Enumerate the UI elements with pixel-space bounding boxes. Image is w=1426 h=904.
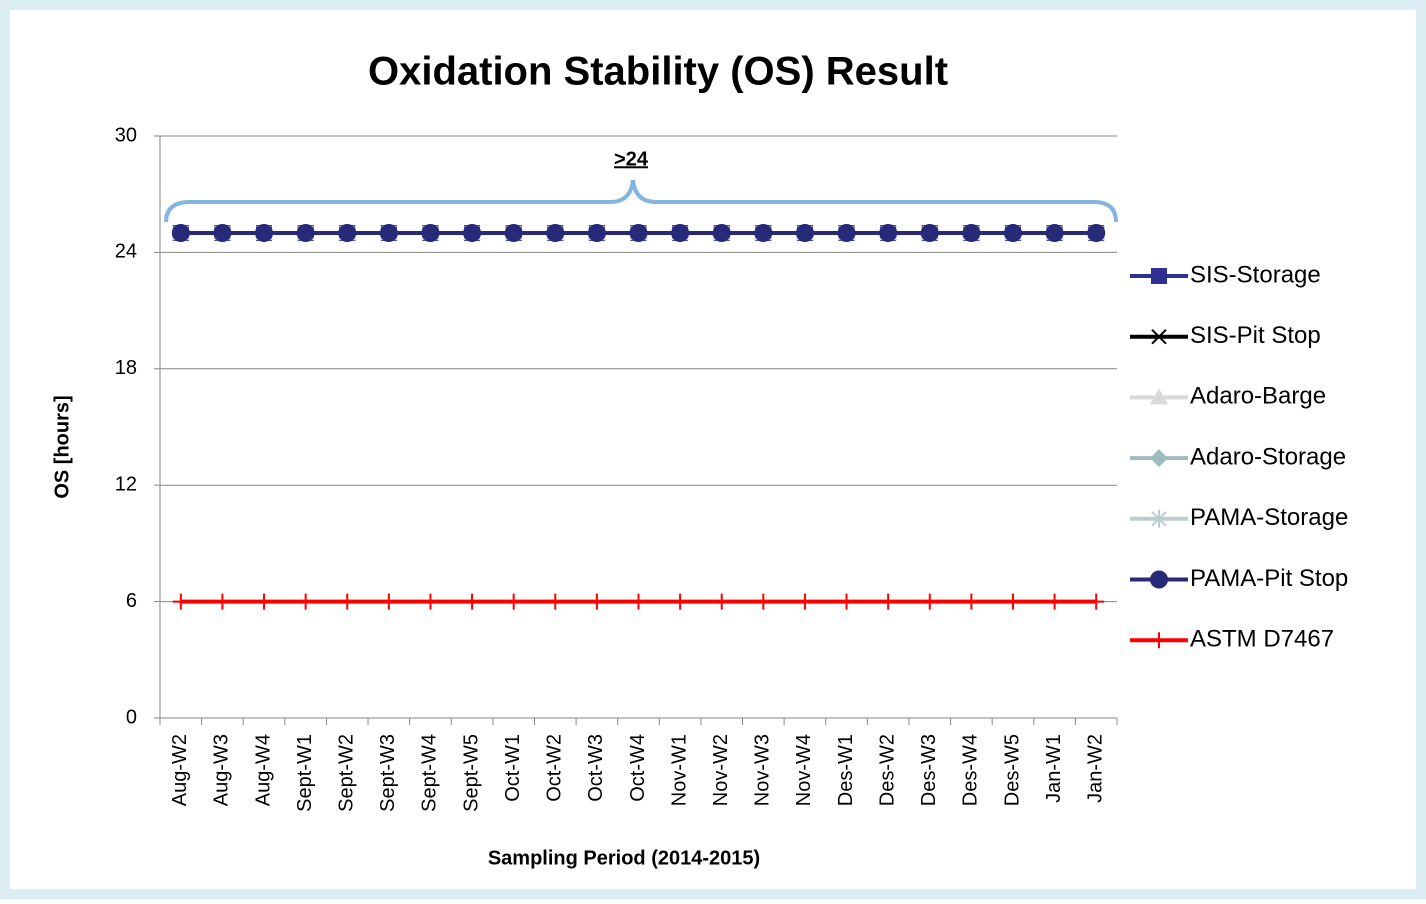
- data-point: [879, 224, 898, 242]
- x-tick-label: Oct-W1: [502, 734, 524, 802]
- data-point: [1088, 593, 1105, 610]
- data-point: [1046, 593, 1063, 610]
- data-point: [754, 224, 773, 242]
- legend-label: SIS-Storage: [1190, 261, 1321, 288]
- x-tick-label: Nov-W3: [752, 734, 774, 806]
- data-point: [172, 593, 189, 610]
- legend-label: SIS-Pit Stop: [1190, 322, 1321, 349]
- data-point: [546, 224, 565, 242]
- data-point: [339, 593, 356, 610]
- legend-marker: [1151, 268, 1167, 284]
- data-point: [671, 224, 690, 242]
- data-point: [795, 224, 814, 242]
- data-point: [755, 593, 772, 610]
- data-point: [1087, 224, 1106, 242]
- legend-marker: [1151, 509, 1167, 528]
- x-tick-label: Jan-W2: [1084, 734, 1106, 803]
- brace: [164, 179, 1118, 223]
- data-point: [213, 224, 232, 242]
- y-tick-label: 0: [126, 706, 137, 728]
- x-tick-label: Sept-W1: [294, 734, 316, 812]
- data-point: [256, 593, 273, 610]
- legend-marker: [1151, 632, 1167, 649]
- data-point: [296, 224, 315, 242]
- data-point: [672, 593, 689, 610]
- x-tick-label: Des-W1: [835, 734, 857, 806]
- x-tick-label: Aug-W2: [169, 734, 191, 806]
- y-tick-label: 18: [115, 357, 137, 379]
- data-point: [713, 593, 730, 610]
- legend-marker: [1150, 388, 1168, 405]
- x-tick-label: Sept-W5: [460, 734, 482, 812]
- data-point: [920, 224, 939, 242]
- x-tick-label: Oct-W2: [544, 734, 566, 802]
- x-tick-label: Nov-W2: [710, 734, 732, 806]
- data-point: [380, 593, 397, 610]
- data-point: [504, 224, 523, 242]
- legend-label: PAMA-Storage: [1190, 504, 1348, 531]
- x-tick-label: Des-W5: [1001, 734, 1023, 806]
- x-tick-label: Nov-W1: [668, 734, 690, 806]
- data-point: [214, 593, 231, 610]
- y-tick-label: 12: [115, 473, 137, 495]
- y-axis-label: OS [hours]: [51, 395, 73, 498]
- legend-marker: [1150, 570, 1168, 589]
- data-point: [837, 224, 856, 242]
- data-point: [880, 593, 897, 610]
- data-point: [464, 593, 481, 610]
- data-point: [379, 224, 398, 242]
- x-tick-label: Sept-W4: [419, 734, 441, 812]
- data-point: [921, 593, 938, 610]
- data-point: [1045, 224, 1064, 242]
- annotation: >24: [614, 148, 649, 170]
- data-point: [463, 224, 482, 242]
- chart-title: Oxidation Stability (OS) Result: [368, 50, 948, 94]
- data-point: [1003, 224, 1022, 242]
- x-tick-label: Aug-W4: [252, 734, 274, 806]
- x-tick-label: Nov-W4: [793, 734, 815, 806]
- data-point: [422, 593, 439, 610]
- data-point: [421, 224, 440, 242]
- data-point: [629, 224, 648, 242]
- data-point: [505, 593, 522, 610]
- x-tick-label: Des-W4: [960, 734, 982, 806]
- legend-label: ASTM D7467: [1190, 626, 1334, 653]
- x-tick-label: Des-W2: [876, 734, 898, 806]
- x-axis-label: Sampling Period (2014-2015): [488, 847, 760, 869]
- x-tick-label: Oct-W4: [627, 734, 649, 802]
- y-tick-label: 6: [126, 590, 137, 612]
- data-point: [547, 593, 564, 610]
- data-point: [796, 593, 813, 610]
- y-tick-label: 30: [115, 124, 137, 146]
- data-point: [255, 224, 274, 242]
- data-point: [838, 593, 855, 610]
- data-point: [588, 593, 605, 610]
- x-tick-label: Sept-W3: [377, 734, 399, 812]
- data-point: [630, 593, 647, 610]
- data-point: [962, 224, 981, 242]
- data-point: [587, 224, 606, 242]
- x-tick-label: Sept-W2: [336, 734, 358, 812]
- data-point: [1004, 593, 1021, 610]
- data-point: [171, 224, 190, 242]
- x-tick-label: Jan-W1: [1043, 734, 1065, 803]
- legend-label: Adaro-Barge: [1190, 383, 1326, 410]
- legend-marker: [1150, 449, 1168, 468]
- x-tick-label: Oct-W3: [585, 734, 607, 802]
- legend-label: Adaro-Storage: [1190, 443, 1346, 470]
- legend-marker: [1151, 328, 1167, 345]
- legend-label: PAMA-Pit Stop: [1190, 565, 1348, 592]
- data-point: [712, 224, 731, 242]
- data-point: [297, 593, 314, 610]
- x-tick-label: Aug-W3: [211, 734, 233, 806]
- x-tick-label: Des-W3: [918, 734, 940, 806]
- y-tick-label: 24: [115, 241, 137, 263]
- data-point: [963, 593, 980, 610]
- data-point: [338, 224, 357, 242]
